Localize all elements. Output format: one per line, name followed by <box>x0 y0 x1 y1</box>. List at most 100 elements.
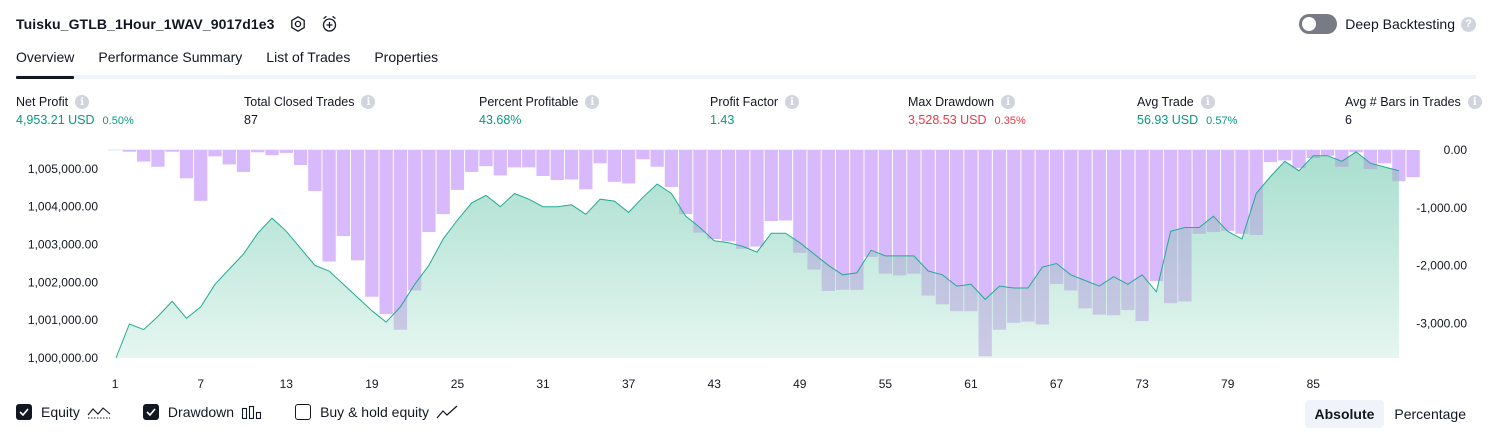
info-icon[interactable]: i <box>75 95 90 109</box>
drawdown-bar <box>1349 150 1363 153</box>
drawdown-axis: 0.00 -1,000.00 -2,000.00 -3,000.00 <box>1416 143 1467 330</box>
legend-label: Drawdown <box>167 404 235 420</box>
drawdown-bar <box>778 150 793 221</box>
drawdown-bar <box>1292 150 1306 168</box>
drawdown-bar <box>365 150 379 297</box>
drawdown-bars <box>108 149 1420 357</box>
drawdown-bar <box>921 150 935 296</box>
toggle-knob <box>1302 17 1317 31</box>
drawdown-bar <box>450 150 465 190</box>
trade-tick-label: 25 <box>451 377 465 391</box>
drawdown-bar <box>1278 150 1292 161</box>
trade-tick-label: 85 <box>1307 377 1321 391</box>
drawdown-bar <box>636 150 650 160</box>
trade-tick-label: 37 <box>622 377 636 391</box>
stat-profit-factor: Profit Factor i 1.43 <box>710 94 800 127</box>
help-icon[interactable]: ? <box>1461 16 1476 32</box>
drawdown-bar <box>721 150 736 242</box>
drawdown-bar <box>1406 150 1420 178</box>
info-icon[interactable]: i <box>585 95 600 109</box>
drawdown-bar <box>436 150 450 215</box>
equity-checkbox[interactable] <box>16 404 32 420</box>
stat-value: 4,953.21 USD <box>16 113 95 127</box>
drawdown-bar <box>950 150 964 312</box>
drawdown-bar <box>493 150 507 176</box>
drawdown-bar <box>1221 150 1235 231</box>
equity-drawdown-chart[interactable]: 1,005,000.00 1,004,000.00 1,003,000.00 1,00… <box>0 140 1494 398</box>
drawdown-bar <box>536 150 550 176</box>
drawdown-bar <box>564 150 579 180</box>
drawdown-bar <box>850 150 864 290</box>
equity-tick-label: 1,002,000.00 <box>28 275 98 289</box>
drawdown-tick-label: -1,000.00 <box>1416 201 1467 215</box>
stat-avg-bars-in-trades: Avg # Bars in Trades i 6 <box>1345 94 1482 127</box>
line-trend-icon <box>436 405 458 419</box>
drawdown-bar <box>522 150 536 168</box>
stat-value: 43.68% <box>479 113 522 127</box>
trade-tick-label: 19 <box>365 377 379 391</box>
drawdown-bar <box>1106 150 1121 316</box>
trade-tick-label: 67 <box>1050 377 1064 391</box>
drawdown-bar <box>1021 150 1035 322</box>
info-icon[interactable]: i <box>361 95 376 109</box>
drawdown-bar <box>707 150 721 239</box>
drawdown-bar <box>122 150 137 152</box>
strategy-header: Tuisku_GTLB_1Hour_1WAV_9017d1e3 <box>16 14 339 34</box>
deep-backtesting: Deep Backtesting ? <box>1299 14 1476 34</box>
percentage-button[interactable]: Percentage <box>1394 406 1466 422</box>
info-icon[interactable]: i <box>1200 95 1215 109</box>
drawdown-bar <box>350 150 365 261</box>
legend-equity[interactable]: Equity <box>16 404 111 420</box>
deep-backtesting-toggle[interactable] <box>1299 14 1338 34</box>
columns-icon <box>241 405 263 419</box>
drawdown-bar <box>693 150 707 233</box>
stat-value: 1.43 <box>710 113 735 127</box>
absolute-button[interactable]: Absolute <box>1304 400 1385 428</box>
info-icon[interactable]: i <box>785 95 800 109</box>
drawdown-bar <box>650 150 664 167</box>
drawdown-bar <box>507 150 522 168</box>
equity-tick-label: 1,000,000.00 <box>28 351 98 365</box>
trade-tick-label: 55 <box>879 377 893 391</box>
drawdown-bar <box>465 150 479 172</box>
drawdown-bar <box>864 150 878 257</box>
tab-performance-summary[interactable]: Performance Summary <box>98 49 243 65</box>
stat-label: Avg Trade <box>1137 95 1194 109</box>
drawdown-bar <box>835 150 850 290</box>
drawdown-bar <box>479 150 493 167</box>
trade-number-axis: 1 7 13 19 25 31 37 43 49 55 61 67 73 79 85 <box>112 377 1320 391</box>
tab-list-of-trades[interactable]: List of Trades <box>266 49 351 65</box>
drawdown-bar <box>279 150 293 153</box>
area-line-icon <box>87 405 111 419</box>
drawdown-tick-label: 0.00 <box>1444 143 1468 157</box>
equity-tick-label: 1,004,000.00 <box>28 200 98 214</box>
trade-tick-label: 31 <box>536 377 550 391</box>
stat-max-drawdown: Max Drawdown i 3,528.53 USD 0.35% <box>908 94 1026 127</box>
drawdown-bar <box>992 150 1007 330</box>
equity-tick-label: 1,003,000.00 <box>28 238 98 252</box>
equity-tick-label: 1,001,000.00 <box>28 313 98 327</box>
drawdown-bar <box>1149 150 1164 282</box>
stat-label: Total Closed Trades <box>244 95 355 109</box>
chart-legend: Equity Drawdown Buy & hold equity <box>16 404 490 420</box>
drawdown-bar <box>821 150 835 291</box>
tab-overview[interactable]: Overview <box>16 45 75 79</box>
legend-buy-hold[interactable]: Buy & hold equity <box>295 404 458 420</box>
info-icon[interactable]: i <box>1001 95 1016 109</box>
stat-label: Max Drawdown <box>908 95 995 109</box>
info-icon[interactable]: i <box>1467 95 1482 109</box>
drawdown-bar <box>1192 150 1206 234</box>
drawdown-checkbox[interactable] <box>142 404 159 420</box>
alarm-clock-plus-icon[interactable] <box>321 15 339 33</box>
trade-tick-label: 73 <box>1135 377 1149 391</box>
legend-drawdown[interactable]: Drawdown <box>142 404 263 420</box>
stat-percent: 0.50% <box>102 115 134 127</box>
equity-line <box>115 151 1400 359</box>
trade-tick-label: 43 <box>708 377 722 391</box>
stat-percent: 0.35% <box>994 115 1026 127</box>
tab-properties[interactable]: Properties <box>374 49 439 65</box>
buy-hold-checkbox[interactable] <box>295 404 312 420</box>
drawdown-bar <box>165 150 179 152</box>
gear-icon[interactable] <box>289 15 307 33</box>
stat-label: Percent Profitable <box>479 95 579 109</box>
